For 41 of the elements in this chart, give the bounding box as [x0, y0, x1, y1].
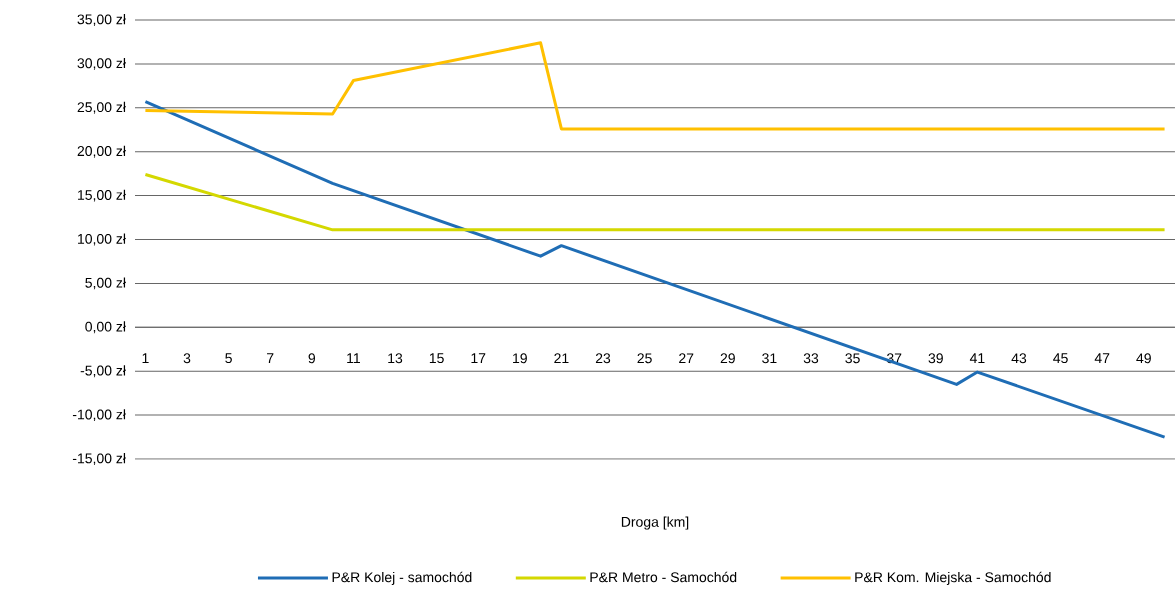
x-tick-label: 47: [1094, 353, 1110, 363]
x-axis-title: Droga [km]: [621, 516, 689, 530]
legend-label: P&R Metro - Samochód: [590, 571, 737, 583]
x-tick-label: 21: [554, 353, 569, 364]
x-tick-label: 1: [142, 353, 149, 363]
y-tick-label: -5,00 zł: [80, 365, 126, 378]
x-tick-label: 39: [928, 353, 943, 364]
y-tick-label: 30,00 zł: [77, 57, 126, 70]
x-tick-label: 49: [1136, 353, 1151, 364]
x-tick-label: 31: [762, 353, 777, 364]
y-tick-label: -10,00 zł: [72, 409, 126, 422]
y-tick-label: 5,00 zł: [85, 277, 126, 290]
x-tick-label: 15: [429, 353, 444, 364]
x-tick-label: 7: [267, 353, 274, 363]
x-tick-label: 23: [595, 353, 611, 364]
y-tick-label: -15,00 zł: [72, 453, 126, 465]
x-tick-label: 43: [1011, 353, 1027, 364]
y-tick-label: 10,00 zł: [78, 233, 126, 246]
x-tick-label: 27: [679, 353, 694, 364]
y-tick-label: 35,00 zł: [77, 14, 126, 26]
x-tick-label: 19: [513, 353, 527, 364]
x-tick-label: 5: [225, 353, 232, 364]
x-tick-label: 13: [388, 353, 403, 364]
y-tick-label: 20,00 zł: [77, 145, 126, 158]
legend-label: P&R Kom. Miejska - Samochód: [855, 571, 1051, 585]
y-tick-label: 15,00 zł: [78, 189, 126, 202]
line-series: [143, 41, 1167, 131]
x-tick-label: 45: [1053, 353, 1068, 364]
x-tick-label: 3: [183, 353, 191, 364]
line-series: [143, 100, 1167, 439]
legend-label: P&R Kolej - samochód: [332, 571, 472, 585]
x-tick-label: 41: [969, 353, 985, 363]
y-tick-label: 25,00 zł: [77, 101, 126, 114]
y-tick-label: 0,00 zł: [85, 321, 126, 334]
x-tick-label: 35: [845, 353, 860, 364]
x-tick-label: 29: [720, 353, 735, 364]
x-tick-label: 17: [471, 353, 486, 363]
x-tick-label: 9: [308, 353, 316, 364]
x-tick-label: 25: [637, 353, 652, 364]
x-tick-label: 11: [347, 353, 360, 363]
x-tick-label: 33: [803, 353, 819, 364]
